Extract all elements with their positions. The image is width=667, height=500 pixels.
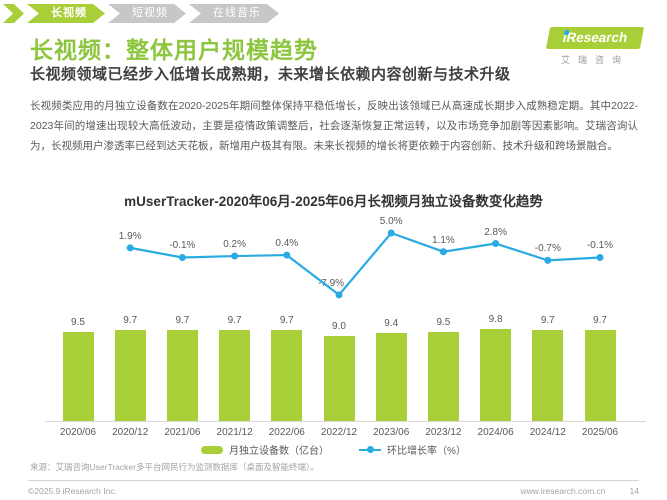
x-axis-label: 2022/06 bbox=[268, 427, 305, 438]
legend-item-devices: 月独立设备数（亿台） bbox=[201, 442, 329, 457]
growth-rate-label: 0.4% bbox=[275, 238, 299, 250]
top-nav: 长视频 短视频 在线音乐 bbox=[3, 4, 279, 23]
bar-value-label: 9.7 bbox=[175, 314, 190, 326]
legend-item-growth: 环比增长率（%） bbox=[359, 442, 466, 457]
x-axis-label: 2020/12 bbox=[112, 427, 149, 438]
bar-value-label: 9.7 bbox=[593, 314, 607, 326]
device-count-bar bbox=[480, 328, 512, 421]
x-axis-label: 2023/06 bbox=[373, 427, 410, 438]
device-count-bar bbox=[271, 329, 303, 421]
growth-rate-label: 2.8% bbox=[484, 226, 507, 238]
bar-value-label: 9.7 bbox=[540, 314, 555, 326]
iresearch-logo: iResearch 艾瑞咨询 bbox=[545, 27, 645, 66]
growth-rate-label: -0.1% bbox=[169, 240, 196, 252]
device-count-bar bbox=[166, 329, 198, 421]
tab-short-video[interactable]: 短视频 bbox=[108, 4, 186, 23]
chart-title: mUserTracker-2020年06月-2025年06月长视频月独立设备数变… bbox=[124, 194, 543, 209]
x-axis-label: 2022/12 bbox=[320, 427, 358, 438]
bar-value-label: 9.8 bbox=[488, 313, 503, 325]
device-count-bar bbox=[219, 329, 251, 421]
device-count-bar bbox=[323, 336, 355, 421]
bar-value-label: 9.7 bbox=[227, 314, 242, 326]
page-subtitle: 长视频领域已经步入低增长成熟期，未来增长依赖内容创新与技术升级 bbox=[30, 66, 511, 83]
bar-value-label: 9.4 bbox=[384, 317, 399, 329]
footer-website: www.iresearch.com.cn bbox=[520, 486, 606, 496]
footer-page-number: 14 bbox=[629, 486, 639, 496]
x-axis-label: 2024/06 bbox=[477, 427, 514, 438]
x-axis-label: 2023/12 bbox=[425, 427, 462, 438]
iresearch-logo-chinese: 艾瑞咨询 bbox=[560, 55, 629, 65]
tab-online-music[interactable]: 在线音乐 bbox=[189, 4, 279, 23]
device-count-bar bbox=[375, 332, 407, 421]
source-note: 来源：艾瑞咨询UserTracker多平台网民行为监测数据库（桌面及智能终端）。 bbox=[30, 462, 319, 472]
x-axis-label: 2021/06 bbox=[164, 427, 201, 438]
device-count-bar bbox=[427, 331, 459, 421]
bar-value-label: 9.7 bbox=[279, 314, 294, 326]
growth-rate-label: -7.9% bbox=[317, 277, 345, 289]
growth-rate-label: 1.1% bbox=[431, 234, 455, 246]
footer-copyright: ©2025.9 iResearch Inc. bbox=[28, 486, 117, 496]
page-title: 长视频：整体用户规模趋势 bbox=[30, 37, 318, 63]
legend-label-devices: 月独立设备数（亿台） bbox=[229, 446, 330, 457]
device-count-bar bbox=[532, 329, 564, 421]
x-axis-label: 2021/12 bbox=[216, 427, 253, 438]
bar-value-label: 9.7 bbox=[123, 314, 138, 326]
chart-legend: 月独立设备数（亿台） 环比增长率（%） bbox=[0, 442, 667, 457]
body-paragraph: 长视频类应用的月独立设备数在2020-2025年期间整体保持平稳低增长，反映出该… bbox=[30, 100, 638, 152]
x-axis-label: 2024/12 bbox=[529, 427, 566, 438]
growth-rate-label: 5.0% bbox=[379, 216, 403, 227]
device-count-bar bbox=[62, 331, 94, 421]
growth-rate-label: 1.9% bbox=[118, 230, 142, 242]
legend-label-growth: 环比增长率（%） bbox=[387, 446, 466, 457]
bar-value-label: 9.5 bbox=[436, 316, 451, 328]
chevron-right-icon bbox=[3, 4, 24, 23]
line-series-swatch-icon bbox=[359, 446, 382, 453]
tab-long-video[interactable]: 长视频 bbox=[27, 4, 105, 23]
footer-right: www.iresearch.com.cn 14 bbox=[521, 486, 640, 496]
bar-series-swatch-icon bbox=[201, 445, 224, 454]
bar-value-label: 9.5 bbox=[71, 316, 85, 328]
x-axis-label: 2020/06 bbox=[59, 427, 97, 438]
footer-divider bbox=[28, 480, 639, 481]
chart-x-axis bbox=[45, 421, 646, 422]
growth-rate-label: -0.1% bbox=[586, 240, 614, 252]
growth-rate-label: 0.2% bbox=[223, 239, 246, 251]
growth-rate-label: -0.7% bbox=[534, 243, 561, 255]
x-axis-label: 2025/06 bbox=[581, 427, 619, 438]
device-count-bar bbox=[114, 329, 146, 421]
device-count-bar bbox=[584, 329, 616, 421]
bar-value-label: 9.0 bbox=[332, 321, 346, 333]
